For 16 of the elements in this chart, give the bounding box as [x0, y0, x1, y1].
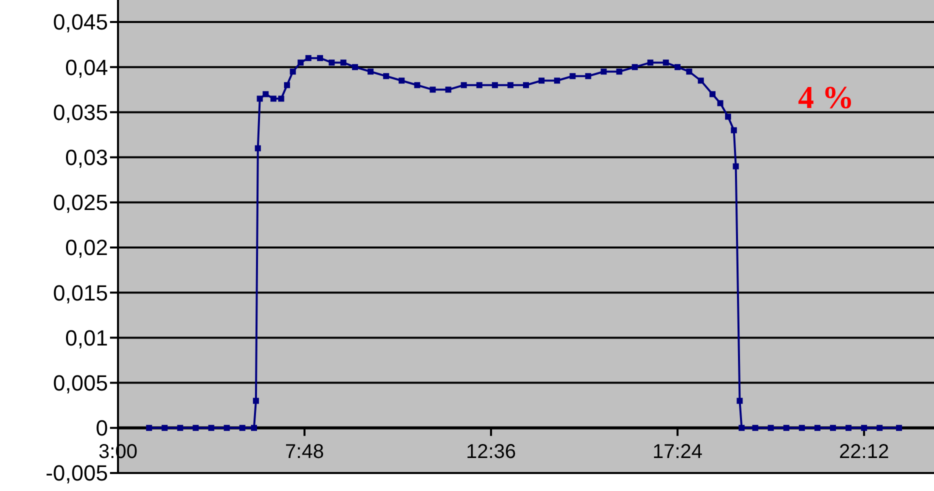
y-tick-label: 0,045 [52, 10, 108, 35]
y-tick-label: 0,025 [52, 190, 108, 216]
y-tick-label: 0 [96, 416, 108, 441]
x-tick-label: 17:24 [652, 440, 703, 463]
x-tick-label: 12:36 [466, 440, 516, 463]
y-tick-label: 0,03 [65, 145, 108, 170]
y-tick-label: 0,005 [52, 370, 108, 396]
y-tick-label: -0,005 [46, 460, 108, 486]
y-tick-label: 0,01 [65, 325, 108, 350]
y-tick-label: 0,02 [65, 235, 108, 260]
y-tick-label: 0,04 [65, 54, 108, 80]
y-tick-label: 0,035 [52, 100, 108, 125]
x-tick-label: 7:48 [285, 440, 324, 463]
y-tick-label: 0,015 [52, 280, 108, 306]
x-tick-label: 22:12 [839, 440, 890, 463]
annotation: 4 % [798, 79, 854, 115]
